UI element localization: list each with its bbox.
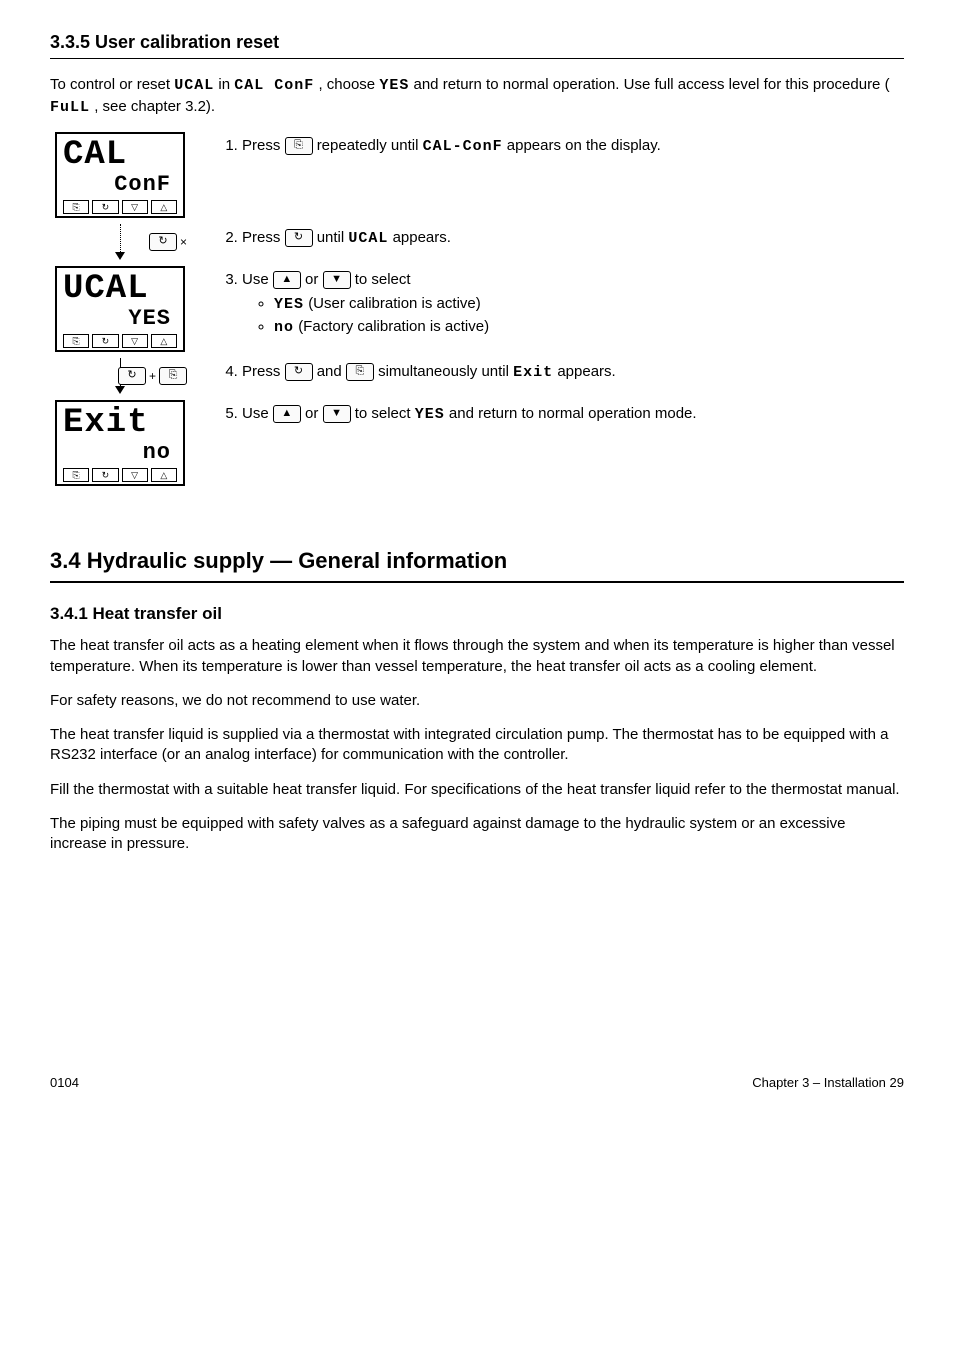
step-1: Press ⎘ repeatedly until CAL-ConF appear… [242,136,904,157]
plus-symbol: + [149,368,156,384]
flow-row-3: Exit no ⎘ ↻ ▽ △ Use ▲ or ▼ to select YES… [50,400,904,486]
text: to select [355,271,411,288]
display-exit-no: Exit no ⎘ ↻ ▽ △ [55,400,185,486]
flow-row-1: CAL ConF ⎘ ↻ ▽ △ Press ⎘ repeatedly unti… [50,132,904,218]
step-5: Use ▲ or ▼ to select YES and return to n… [242,404,904,425]
display-line2: YES [63,308,177,330]
text: Use [242,271,273,288]
seg-cal-conf: CAL-ConF [423,138,503,155]
seg-ucal: UCAL [348,230,388,247]
text: , choose [318,76,379,93]
key-page: ⎘ [346,363,374,381]
option-no: no (Factory calibration is active) [274,317,904,338]
flow-arrow-1: ↻ × Press ↻ until UCAL appears. [50,224,904,260]
text: Press [242,363,285,380]
footer-right: Chapter 3 – Installation 29 [752,1074,904,1092]
text: , see chapter 3.2). [94,98,215,115]
display-line1: Exit [63,406,177,440]
up-icon: △ [151,334,177,348]
text: and return to normal operation mode. [449,405,697,422]
seg-yes: YES [415,406,445,423]
text: repeatedly until [317,137,423,154]
step-4: Press ↻ and ⎘ simultaneously until Exit … [242,362,904,383]
arrow-label-cycle-plus-page: ↻ + ⎘ [118,367,187,385]
display-line1: CAL [63,138,177,172]
key-cycle: ↻ [149,233,177,251]
seg-yes: YES [379,77,409,94]
text: to select [355,405,415,422]
down-icon: ▽ [122,200,148,214]
para-oil-3: The heat transfer liquid is supplied via… [50,725,904,766]
key-page: ⎘ [159,367,187,385]
display-line2: no [63,442,177,464]
para-oil-1: The heat transfer oil acts as a heating … [50,636,904,677]
key-up: ▲ [273,271,301,289]
text: appears. [393,229,451,246]
subsection-heading-oil: 3.4.1 Heat transfer oil [50,603,904,626]
text: until [317,229,349,246]
display-ucal-yes: UCAL YES ⎘ ↻ ▽ △ [55,266,185,352]
option-yes: YES (User calibration is active) [274,294,904,315]
page-icon: ⎘ [63,200,89,214]
flow-row-2: UCAL YES ⎘ ↻ ▽ △ Use ▲ or ▼ to select YE… [50,266,904,352]
text: appears on the display. [507,137,661,154]
text: appears. [557,363,615,380]
text: (Factory calibration is active) [298,318,489,335]
cycle-icon: ↻ [92,468,118,482]
seg-cal-conf: CAL ConF [234,77,314,94]
display-button-row: ⎘ ↻ ▽ △ [63,334,177,348]
text: (User calibration is active) [308,295,481,312]
display-cal-conf: CAL ConF ⎘ ↻ ▽ △ [55,132,185,218]
page-icon: ⎘ [63,334,89,348]
text: and return to normal operation. Use full… [414,76,890,93]
key-cycle: ↻ [285,229,313,247]
step-3: Use ▲ or ▼ to select YES (User calibrati… [242,270,904,339]
key-cycle: ↻ [118,367,146,385]
cycle-icon: ↻ [92,200,118,214]
text: simultaneously until [378,363,513,380]
display-button-row: ⎘ ↻ ▽ △ [63,200,177,214]
up-icon: △ [151,468,177,482]
display-button-row: ⎘ ↻ ▽ △ [63,468,177,482]
seg-full: FuLL [50,99,90,116]
down-icon: ▽ [122,334,148,348]
key-down: ▼ [323,405,351,423]
para-oil-2: For safety reasons, we do not recommend … [50,691,904,711]
text: and [317,363,346,380]
page-footer: 0104 Chapter 3 – Installation 29 [50,1074,904,1092]
key-down: ▼ [323,271,351,289]
flow-arrow-2: ↻ + ⎘ Press ↻ and ⎘ simultaneously until… [50,358,904,394]
times-symbol: × [180,234,187,250]
para-oil-5: The piping must be equipped with safety … [50,814,904,855]
text: in [218,76,234,93]
para-oil-4: Fill the thermostat with a suitable heat… [50,780,904,800]
section-heading-ucal: 3.3.5 User calibration reset [50,30,904,59]
section-heading-hydraulic: 3.4 Hydraulic supply — General informati… [50,546,904,584]
text: Press [242,229,285,246]
key-page: ⎘ [285,137,313,155]
text: or [305,271,323,288]
down-icon: ▽ [122,468,148,482]
cycle-icon: ↻ [92,334,118,348]
key-cycle: ↻ [285,363,313,381]
text: Use [242,405,273,422]
page-icon: ⎘ [63,468,89,482]
seg-yes: YES [274,296,304,313]
up-icon: △ [151,200,177,214]
display-line2: ConF [63,174,177,196]
key-up: ▲ [273,405,301,423]
footer-left: 0104 [50,1074,79,1092]
display-line1: UCAL [63,272,177,306]
text: or [305,405,323,422]
step-2: Press ↻ until UCAL appears. [242,228,904,249]
seg-exit: Exit [513,364,553,381]
intro-paragraph: To control or reset UCAL in CAL ConF , c… [50,75,904,118]
seg-no: no [274,319,294,336]
text: To control or reset [50,76,174,93]
text: Press [242,137,285,154]
seg-ucal: UCAL [174,77,214,94]
arrow-label-cycle-x: ↻ × [149,233,187,251]
